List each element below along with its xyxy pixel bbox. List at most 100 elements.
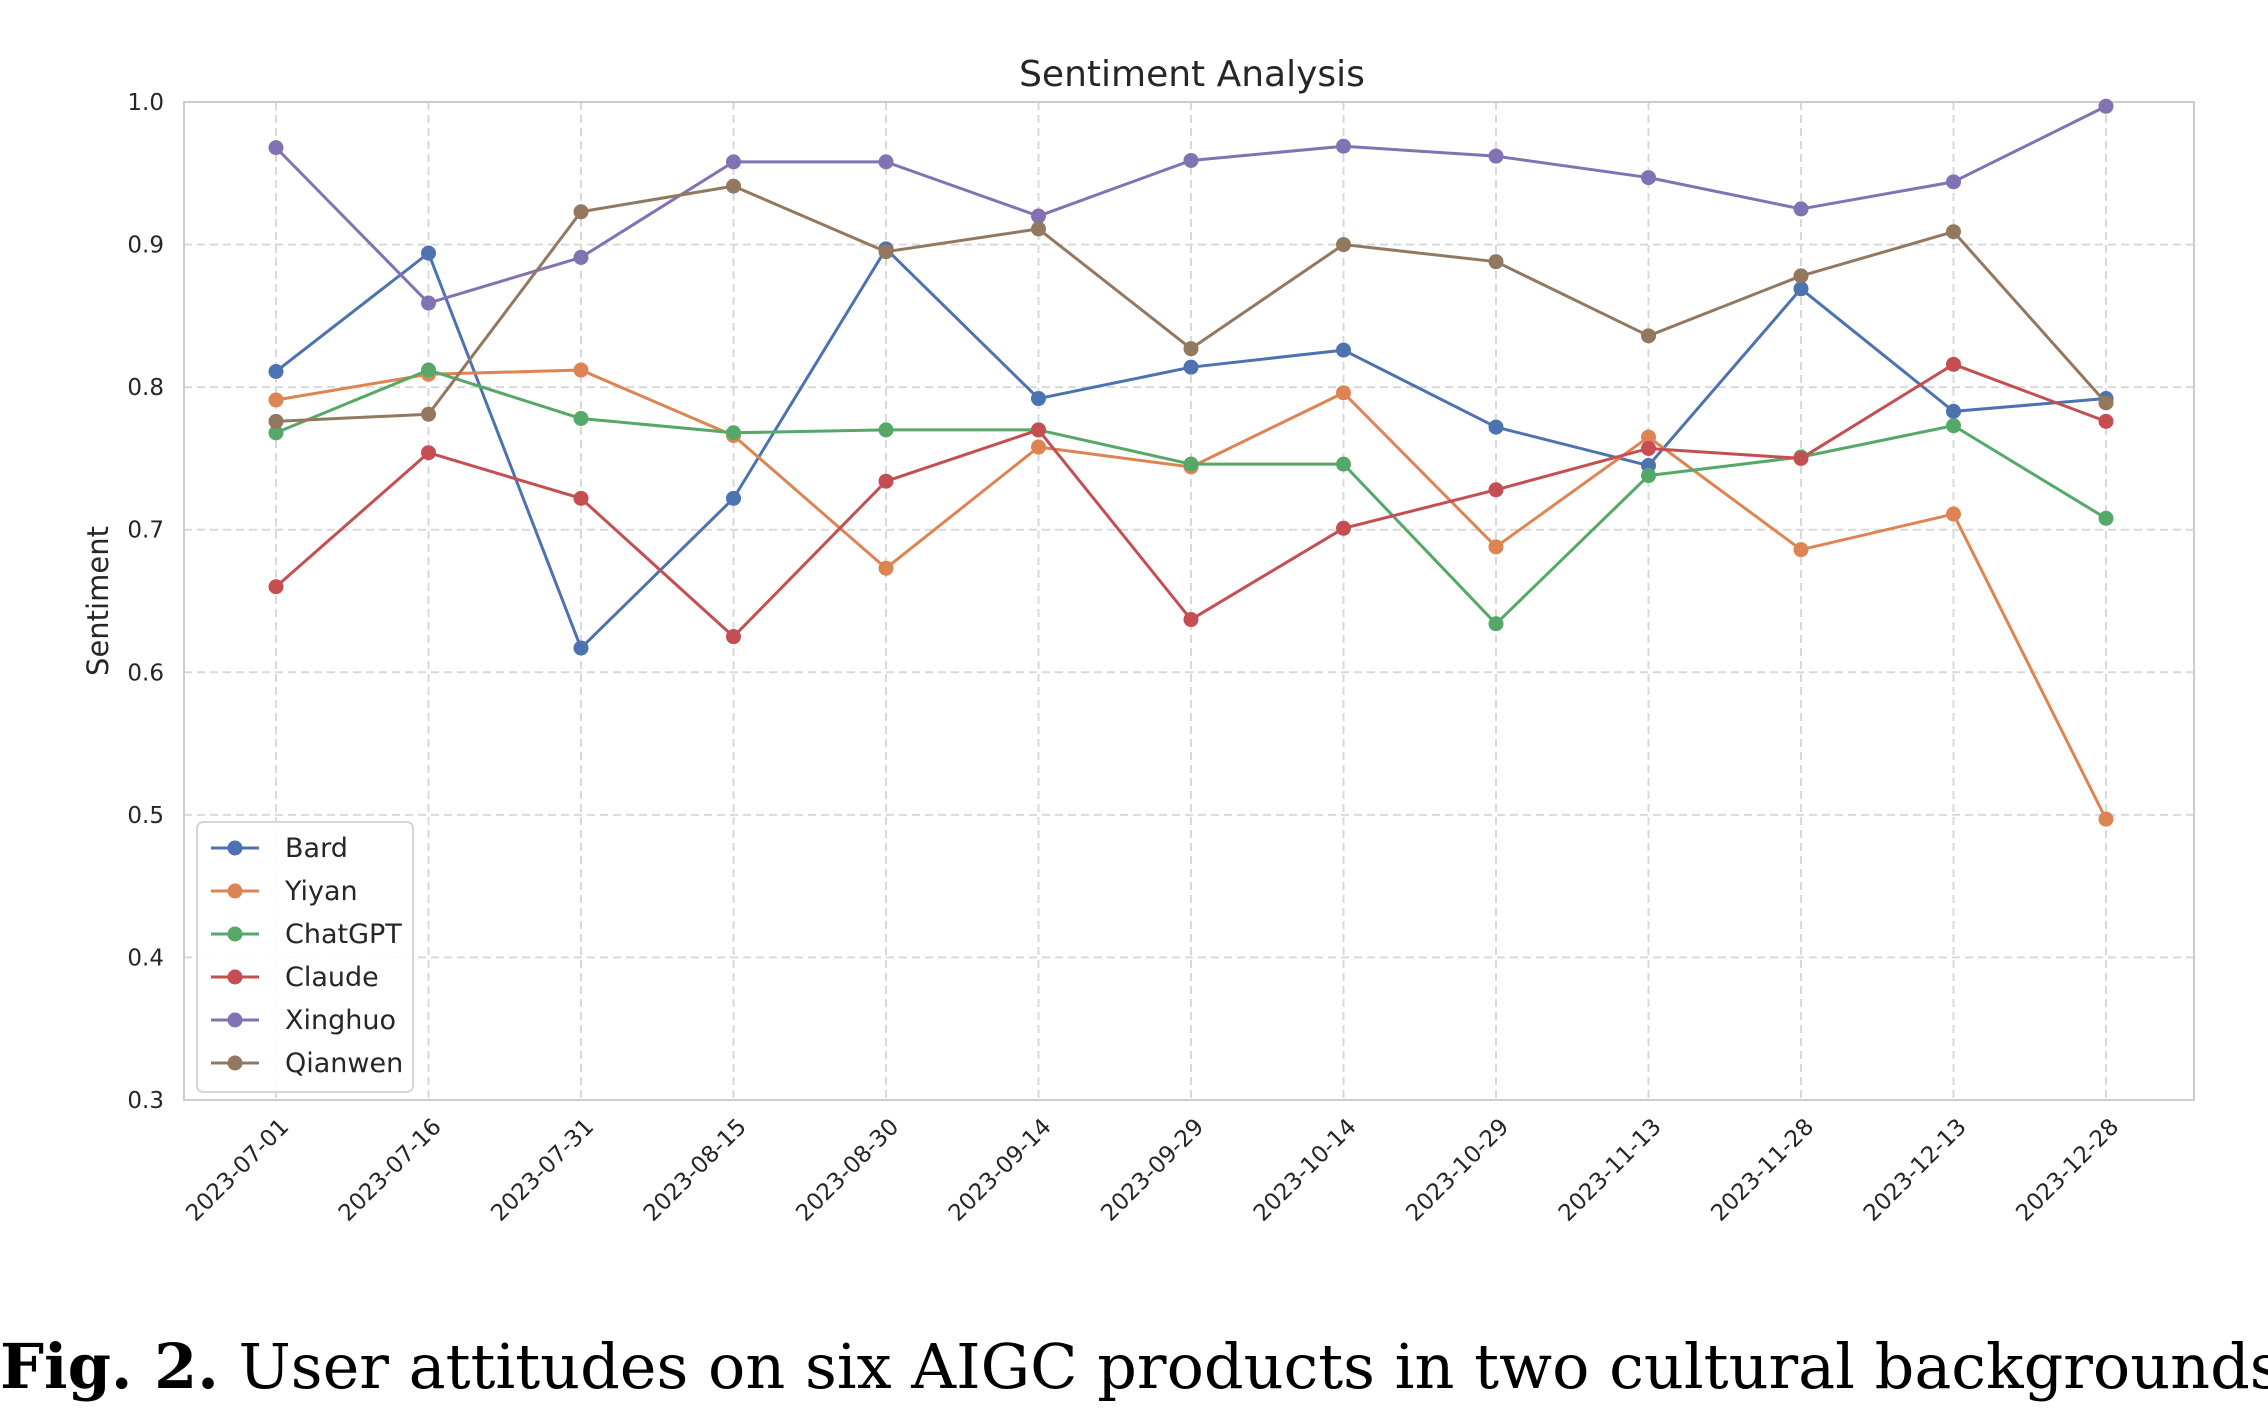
data-point: [1488, 419, 1504, 435]
data-point: [573, 362, 589, 378]
series-qianwen: [268, 178, 2114, 429]
data-point: [726, 178, 741, 194]
series-lines: [268, 98, 2114, 827]
data-point: [1336, 342, 1351, 358]
data-point: [573, 204, 589, 220]
x-tick-label: 2023-10-29: [1401, 1114, 1514, 1227]
data-point: [1488, 539, 1504, 555]
series-xinghuo: [268, 98, 2114, 311]
data-point: [726, 154, 741, 170]
legend-swatch-marker: [227, 1012, 243, 1028]
data-point: [1641, 468, 1656, 484]
legend-item: Yiyan: [211, 876, 358, 907]
legend-label: Yiyan: [284, 876, 358, 907]
y-tick-label: 0.9: [127, 233, 164, 259]
data-point: [421, 362, 436, 378]
legend-item: ChatGPT: [211, 919, 402, 950]
data-point: [1336, 138, 1351, 154]
data-point: [1031, 208, 1046, 224]
y-tick-label: 0.5: [127, 803, 164, 829]
data-point: [2098, 510, 2114, 526]
data-point: [726, 490, 741, 506]
plot-frame: [183, 101, 2195, 1101]
x-tick-label: 2023-11-28: [1706, 1114, 1819, 1227]
legend-swatch-marker: [227, 1055, 243, 1071]
data-point: [1793, 450, 1809, 466]
legend-label: Xinghuo: [285, 1005, 396, 1036]
data-point: [421, 295, 436, 311]
data-point: [1031, 391, 1046, 407]
data-point: [1031, 221, 1046, 237]
data-point: [1183, 612, 1199, 628]
y-tick-label: 0.7: [127, 518, 164, 544]
data-point: [1946, 506, 1961, 522]
legend-item: Claude: [211, 962, 379, 993]
data-point: [268, 579, 284, 595]
data-point: [1946, 174, 1961, 190]
legend-label: ChatGPT: [285, 919, 402, 950]
data-point: [1793, 268, 1809, 284]
legend-swatch-marker: [227, 969, 243, 985]
data-point: [1488, 254, 1504, 270]
x-tick-label: 2023-08-15: [639, 1114, 752, 1227]
data-point: [1488, 482, 1504, 498]
legend-label: Bard: [285, 833, 348, 864]
data-point: [1336, 456, 1351, 472]
x-tick-label: 2023-08-30: [791, 1114, 904, 1227]
data-point: [1946, 224, 1961, 240]
data-point: [726, 629, 741, 645]
x-tick-label: 2023-07-01: [181, 1114, 294, 1227]
x-tick-label: 2023-09-29: [1096, 1114, 1209, 1227]
data-point: [1183, 359, 1199, 375]
x-tick-label: 2023-11-13: [1554, 1114, 1667, 1227]
data-point: [1488, 148, 1504, 164]
data-point: [1488, 616, 1504, 632]
data-point: [1793, 542, 1809, 558]
data-point: [878, 422, 894, 438]
figure-label: Fig. 2.: [0, 1330, 219, 1403]
data-point: [1946, 403, 1961, 419]
data-point: [2098, 413, 2114, 429]
x-tick-label: 2023-09-14: [944, 1114, 1057, 1227]
data-point: [878, 154, 894, 170]
data-point: [1641, 170, 1656, 186]
series-line: [275, 368, 2108, 820]
figure-caption: Fig. 2. User attitudes on six AIGC produ…: [0, 1330, 2268, 1403]
legend-item: Qianwen: [211, 1048, 403, 1079]
data-point: [573, 249, 589, 265]
data-point: [1641, 328, 1656, 344]
y-tick-label: 0.3: [127, 1088, 164, 1114]
data-point: [878, 560, 894, 576]
data-point: [268, 392, 284, 408]
x-tick-label: 2023-12-13: [1859, 1114, 1972, 1227]
data-point: [1183, 456, 1199, 472]
axis-ticks: 0.3 0.4 0.5 0.6 0.7 0.8 0.9 1.0 2023-07-01 2023-0…: [127, 90, 2124, 1227]
x-tick-label: 2023-10-14: [1249, 1114, 1362, 1227]
data-point: [2098, 395, 2114, 411]
data-point: [573, 640, 589, 656]
legend: Bard Yiyan ChatGPT Claude Xinghuo Qianwen: [196, 821, 414, 1093]
y-tick-label: 0.8: [127, 375, 164, 401]
legend-item: Xinghuo: [211, 1005, 396, 1036]
data-point: [268, 425, 284, 441]
data-point: [1183, 341, 1199, 357]
legend-label: Qianwen: [285, 1048, 403, 1079]
data-point: [1336, 520, 1351, 536]
data-point: [1031, 439, 1046, 455]
x-tick-label: 2023-07-16: [334, 1114, 447, 1227]
data-point: [1031, 422, 1046, 438]
data-point: [421, 245, 436, 261]
legend-swatch-marker: [227, 840, 243, 856]
data-point: [1641, 429, 1656, 445]
data-point: [268, 363, 284, 379]
y-tick-label: 0.6: [127, 660, 164, 686]
legend-item: Bard: [211, 833, 348, 864]
data-point: [2098, 811, 2114, 827]
data-point: [573, 490, 589, 506]
data-point: [726, 425, 741, 441]
data-point: [1946, 418, 1961, 434]
data-point: [1793, 201, 1809, 217]
y-axis-title: Sentiment: [81, 526, 115, 676]
data-point: [2098, 98, 2114, 114]
data-point: [268, 140, 284, 156]
